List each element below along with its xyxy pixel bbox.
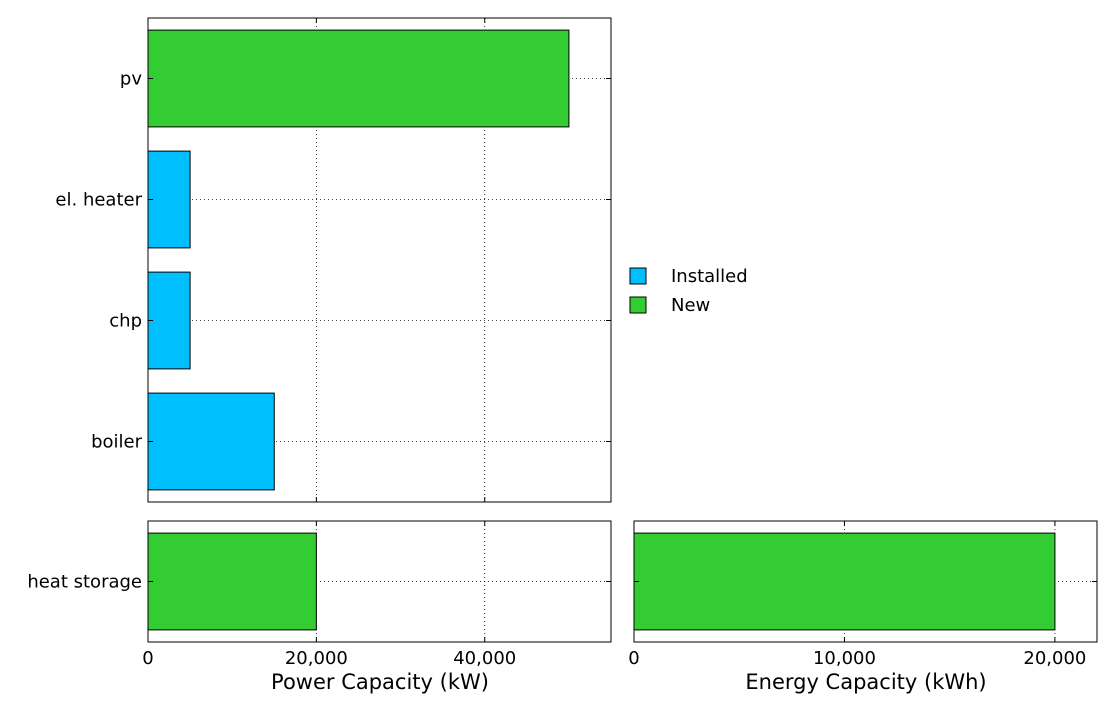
bar-pv-new bbox=[147, 29, 570, 128]
legend-label-new: New bbox=[671, 295, 710, 316]
y-tick-label-el-heater: el. heater bbox=[55, 190, 142, 211]
storage-power-panel: heat storage 0 20,000 40,000 bbox=[27, 520, 612, 669]
x-tick-label: 0 bbox=[142, 648, 153, 669]
y-tick-label-heat-storage: heat storage bbox=[27, 572, 142, 593]
x-tick-label: 0 bbox=[628, 648, 639, 669]
bar-heat-storage-new bbox=[147, 532, 317, 631]
plot-frame bbox=[147, 17, 612, 503]
plot-frame bbox=[633, 520, 1098, 643]
legend-label-installed: Installed bbox=[671, 266, 748, 287]
y-tick-label-pv: pv bbox=[120, 69, 142, 90]
bar-heat-storage-new bbox=[633, 532, 1056, 631]
x-tick-label: 20,000 bbox=[1023, 648, 1086, 669]
bar-boiler-installed bbox=[147, 392, 275, 491]
bar-el-heater-installed bbox=[147, 150, 191, 249]
x-axis-label-energy: Energy Capacity (kWh) bbox=[745, 670, 986, 694]
legend: Installed New bbox=[629, 266, 748, 316]
y-tick-label-boiler: boiler bbox=[91, 432, 143, 453]
legend-swatch-installed bbox=[629, 267, 647, 285]
storage-energy-panel: 0 10,000 20,000 bbox=[628, 520, 1098, 669]
bar-chp-installed bbox=[147, 271, 191, 370]
power-capacity-panel: boiler chp el. heater pv bbox=[55, 17, 612, 503]
plot-frame bbox=[147, 520, 612, 643]
x-tick-label: 20,000 bbox=[285, 648, 348, 669]
legend-swatch-new bbox=[629, 296, 647, 314]
y-tick-label-chp: chp bbox=[109, 311, 142, 332]
x-tick-label: 40,000 bbox=[453, 648, 516, 669]
x-tick-label: 10,000 bbox=[813, 648, 876, 669]
x-axis-label-power: Power Capacity (kW) bbox=[271, 670, 489, 694]
